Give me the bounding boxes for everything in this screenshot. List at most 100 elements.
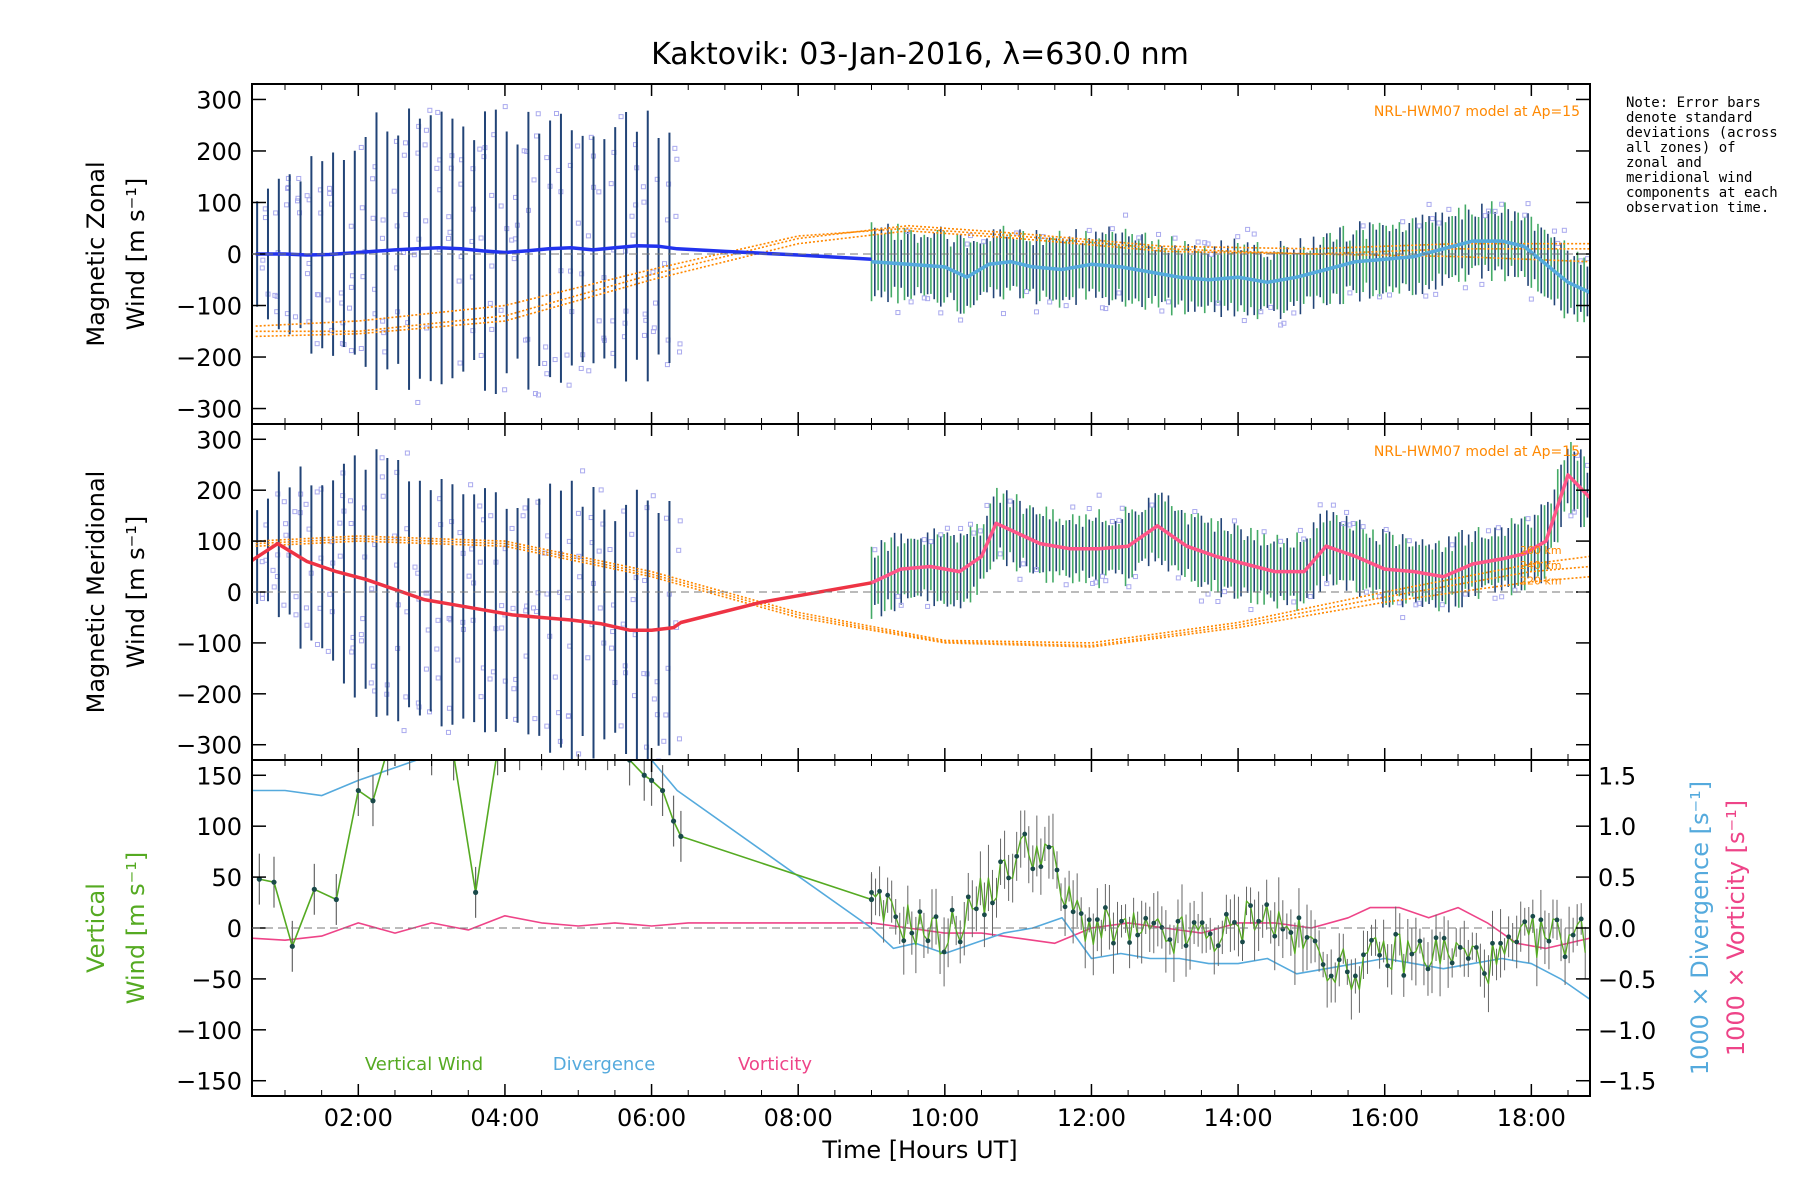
panel-data	[252, 442, 1590, 760]
zone-point	[358, 632, 364, 638]
model-label: NRL-HWM07 model at Ap=15	[1374, 104, 1580, 120]
zone-point	[1202, 240, 1208, 246]
zone-point	[349, 649, 355, 655]
zone-point	[502, 104, 508, 110]
panel-vertical: −150 −100 −50 0 50 100 150 −1.5 −1.0 −0.5 0.0 0.5 1.…	[82, 759, 1750, 1097]
zone-point	[895, 593, 901, 599]
zone-point	[478, 694, 484, 700]
vertical-wind-point	[1094, 917, 1100, 923]
vertical-wind-point	[1248, 903, 1253, 909]
zone-point	[478, 235, 484, 241]
zone-point	[380, 217, 386, 223]
x-tick-label: 02:00	[324, 1104, 393, 1132]
zone-point	[348, 284, 354, 290]
zone-point	[608, 181, 614, 187]
zone-point	[337, 520, 343, 526]
zone-point	[1439, 602, 1445, 608]
y-tick-label: 200	[196, 477, 242, 505]
zone-point	[1165, 299, 1171, 305]
zone-point	[427, 709, 433, 715]
model-curve	[255, 535, 1590, 644]
zone-point	[1156, 231, 1162, 237]
zone-point	[1522, 212, 1528, 218]
zone-point	[677, 349, 683, 355]
y-tick-label: 100	[196, 813, 242, 841]
zone-point	[1499, 594, 1505, 600]
y2-tick-label: 0.5	[1598, 864, 1636, 892]
zone-point	[1571, 509, 1577, 515]
zone-point	[303, 501, 309, 507]
vertical-wind-point	[990, 900, 995, 906]
panel-data	[252, 760, 1590, 1020]
vertical-wind-point	[289, 943, 295, 949]
zone-point	[642, 577, 648, 583]
x-axis-label: Time [Hours UT]	[821, 1136, 1017, 1164]
zone-point	[457, 530, 463, 536]
zone-point	[391, 188, 397, 194]
vertical-wind-point	[869, 890, 874, 895]
y-tick-label: 100	[196, 528, 242, 556]
vertical-wind-point	[1457, 945, 1463, 950]
zone-point	[502, 387, 508, 393]
zone-point	[544, 591, 550, 597]
zone-point	[564, 352, 570, 358]
zone-point	[642, 311, 648, 317]
zone-point	[596, 189, 602, 195]
zone-point	[578, 365, 584, 371]
vertical-wind-point	[1554, 917, 1560, 923]
zone-point	[1360, 524, 1366, 530]
vertical-wind-point	[957, 939, 963, 945]
zone-point	[404, 450, 410, 456]
zone-point	[938, 532, 944, 538]
zone-point	[1525, 201, 1531, 207]
model-curve	[255, 227, 1590, 327]
zone-point	[1324, 581, 1330, 587]
y-axis-unit-label: Wind [m s⁻¹]	[122, 516, 150, 668]
zone-point	[1116, 517, 1122, 523]
zone-point	[325, 648, 331, 654]
zone-point	[368, 680, 374, 686]
zone-point	[347, 305, 353, 311]
zone-point	[597, 605, 603, 611]
vertical-wind-point	[670, 818, 677, 824]
zone-point	[650, 493, 656, 499]
zone-point	[631, 693, 637, 699]
zone-point	[1485, 208, 1491, 214]
vertical-wind-point	[1304, 935, 1310, 940]
zone-point	[618, 114, 624, 120]
zone-point	[1377, 294, 1383, 300]
zone-point	[641, 671, 647, 677]
model-label: NRL-HWM07 model at Ap=15	[1374, 444, 1580, 460]
zone-point	[981, 239, 987, 245]
y-tick-label: 300	[196, 426, 242, 454]
zone-point	[1584, 256, 1590, 262]
zone-point	[489, 192, 495, 198]
zone-point	[1093, 579, 1099, 585]
zone-point	[435, 675, 441, 681]
zone-point	[1063, 303, 1069, 309]
zone-point	[1413, 602, 1419, 608]
zone-point	[259, 265, 265, 271]
zone-point	[379, 235, 385, 241]
vertical-wind-point	[917, 909, 923, 915]
zone-point	[1433, 291, 1439, 297]
vertical-wind-point	[1361, 952, 1366, 958]
zone-point	[1205, 591, 1211, 597]
zone-point	[1406, 538, 1412, 544]
zone-point	[304, 622, 310, 628]
zone-point	[607, 547, 613, 553]
vertical-wind-point	[648, 777, 655, 783]
zone-point	[511, 686, 517, 692]
x-tick-labels: 02:00 04:00 06:00 08:00 10:00 12:00 14:00 16:00…	[324, 1104, 1566, 1132]
zone-point	[1136, 235, 1142, 241]
zone-point	[337, 553, 343, 559]
y-tick-label: −100	[176, 630, 242, 658]
zone-point	[411, 252, 417, 258]
zone-point	[596, 318, 602, 324]
vertical-wind-point	[1038, 864, 1044, 870]
vertical-wind-line-late	[871, 833, 1586, 991]
vertical-wind-point	[1344, 969, 1350, 975]
zone-point	[661, 738, 667, 744]
y2-tick-label: 0.0	[1598, 915, 1636, 943]
zone-point	[673, 213, 679, 219]
